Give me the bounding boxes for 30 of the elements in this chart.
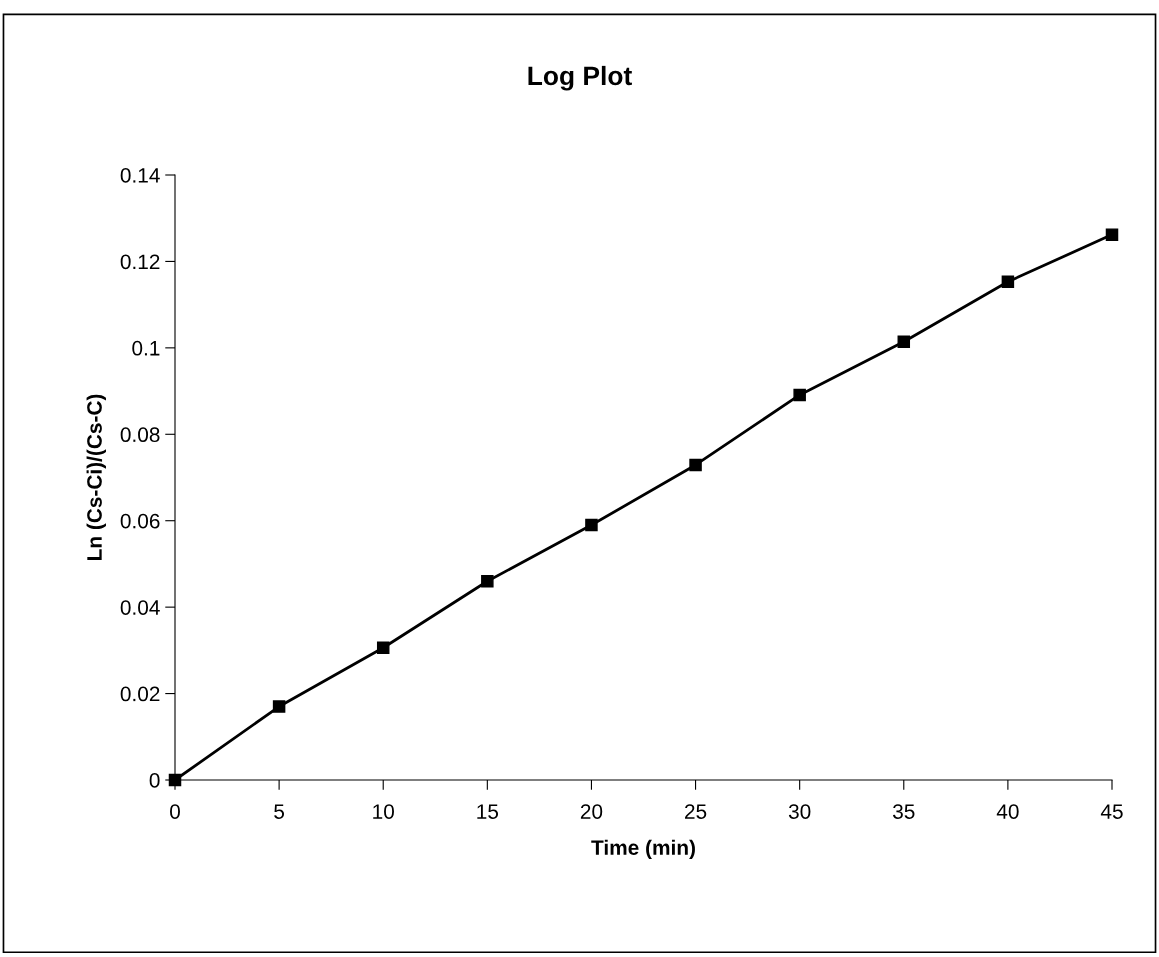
- x-tick-label: 20: [580, 804, 603, 819]
- x-tick-label: 25: [685, 804, 707, 819]
- y-tick-label: 0.06: [120, 513, 160, 529]
- y-axis-title: Ln (Cs-Ci)/(Cs-C): [86, 394, 106, 560]
- x-tick-label: 40: [996, 804, 1019, 819]
- chart-title: Log Plot: [528, 65, 632, 91]
- point: [689, 458, 702, 472]
- x-tick-label: 45: [1100, 804, 1123, 819]
- y-tick-label: 0.14: [120, 168, 160, 183]
- point: [1001, 275, 1015, 288]
- y-tick-label: 0.1: [132, 340, 160, 356]
- y-tick-label: 0.04: [120, 600, 160, 615]
- y-tick-label: 0.08: [120, 427, 160, 443]
- y-tick-label: 0.02: [120, 686, 160, 702]
- y-tick-label: 0: [149, 773, 160, 788]
- x-tick-label: 5: [274, 804, 285, 819]
- point: [585, 518, 598, 532]
- y-tick-label: 0.12: [120, 254, 160, 270]
- point: [376, 641, 390, 655]
- x-tick-label: 0: [170, 804, 180, 819]
- x-tick-label: 35: [892, 804, 915, 819]
- point: [1105, 228, 1119, 241]
- x-axis-title: Time (min): [591, 839, 695, 860]
- point: [897, 335, 911, 349]
- point: [272, 700, 286, 713]
- x-tick-label: 30: [788, 804, 811, 819]
- x-tick-label: 15: [477, 804, 499, 819]
- point: [481, 574, 494, 588]
- x-tick-label: 10: [373, 804, 394, 819]
- point: [793, 388, 806, 402]
